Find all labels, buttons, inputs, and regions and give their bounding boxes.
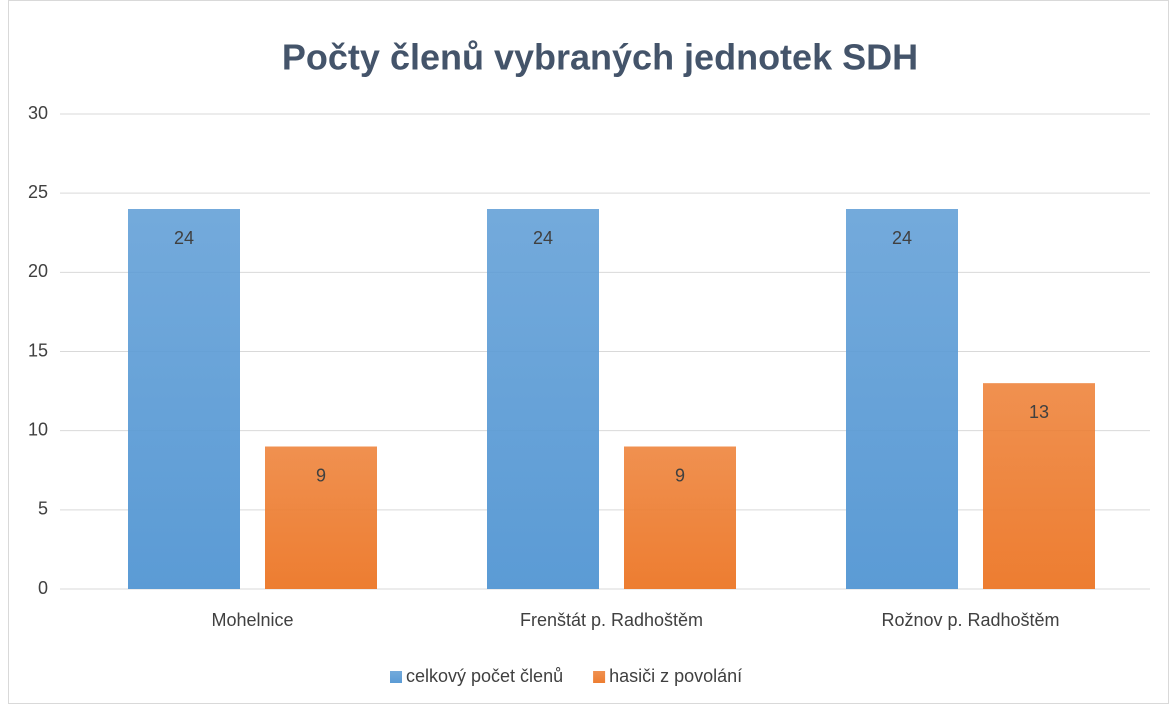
data-label: 24 bbox=[533, 228, 553, 248]
bar bbox=[983, 383, 1095, 589]
bar bbox=[487, 209, 599, 589]
data-label: 9 bbox=[675, 465, 685, 485]
data-label: 13 bbox=[1029, 402, 1049, 422]
chart-title: Počty členů vybraných jednotek SDH bbox=[282, 37, 918, 78]
data-label: 24 bbox=[892, 228, 912, 248]
legend-swatch bbox=[593, 671, 606, 683]
x-tick-label: Rožnov p. Radhoštěm bbox=[881, 610, 1059, 630]
y-tick-label: 25 bbox=[28, 182, 48, 202]
data-label: 24 bbox=[174, 228, 194, 248]
bar bbox=[846, 209, 958, 589]
x-tick-label: Mohelnice bbox=[211, 610, 293, 630]
y-tick-label: 5 bbox=[38, 499, 48, 519]
y-tick-label: 30 bbox=[28, 103, 48, 123]
x-tick-label: Frenštát p. Radhoštěm bbox=[520, 610, 703, 630]
y-tick-label: 0 bbox=[38, 578, 48, 598]
bar bbox=[128, 209, 240, 589]
y-tick-label: 15 bbox=[28, 340, 48, 360]
y-tick-label: 10 bbox=[28, 419, 48, 439]
bar bbox=[624, 446, 736, 589]
data-label: 9 bbox=[316, 465, 326, 485]
legend-label: hasiči z povolání bbox=[609, 666, 742, 686]
y-tick-label: 20 bbox=[28, 261, 48, 281]
legend-label: celkový počet členů bbox=[406, 666, 563, 686]
bar bbox=[265, 446, 377, 589]
legend-swatch bbox=[390, 671, 402, 683]
